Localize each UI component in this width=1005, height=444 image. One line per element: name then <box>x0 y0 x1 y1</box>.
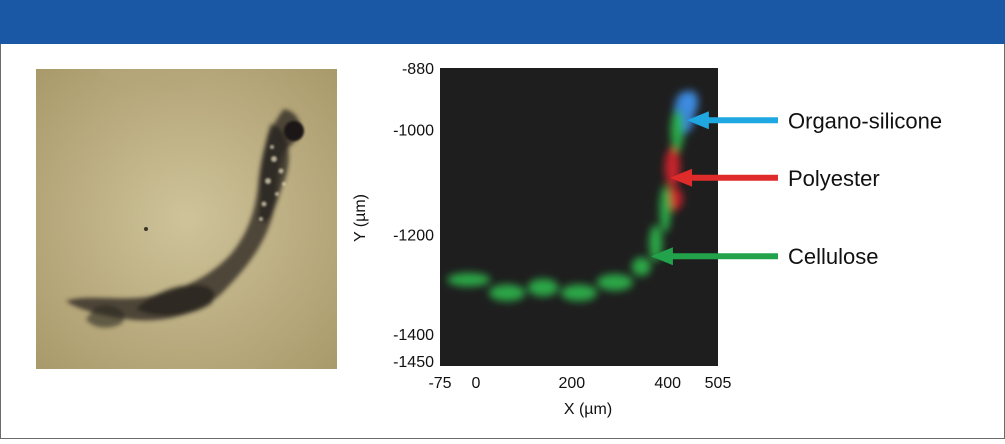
x-tick-label: 200 <box>558 375 585 392</box>
map-region-cellulose-6 <box>527 278 559 297</box>
arrow-head-organo-silicone <box>686 111 709 130</box>
y-tick-label: -1450 <box>393 354 434 371</box>
x-tick-label: 505 <box>705 375 732 392</box>
callout-label-cellulose: Cellulose <box>788 244 879 269</box>
map-region-cellulose-2 <box>648 224 663 262</box>
callout-label-organo-silicone: Organo-silicone <box>788 108 942 133</box>
x-tick-label: 400 <box>654 375 681 392</box>
map-region-cellulose-3 <box>631 257 651 277</box>
y-axis-ticks: -880 -1000 -1200 -1400 -1450 <box>393 61 434 371</box>
y-axis-label: Y (µm) <box>352 194 369 242</box>
x-tick-label: -75 <box>428 375 451 392</box>
x-axis-label: X (µm) <box>564 401 612 418</box>
map-region-cellulose-1 <box>659 185 672 233</box>
x-axis-ticks: -75 0 200 400 505 <box>428 375 731 392</box>
map-region-polyester-0 <box>664 147 681 188</box>
arrow-head-polyester <box>670 168 693 187</box>
map-region-cellulose-7 <box>488 284 526 302</box>
map-region-cellulose-0 <box>670 109 684 152</box>
y-tick-label: -880 <box>402 61 434 78</box>
y-tick-label: -1200 <box>393 227 434 244</box>
micrograph-image <box>36 69 337 369</box>
map-region-organo-silicone-1 <box>683 90 699 114</box>
arrow-head-cellulose <box>650 247 673 266</box>
header-bar <box>0 0 1005 44</box>
map-region-polyester-1 <box>667 187 683 211</box>
plot-area <box>440 68 718 366</box>
map-region-cellulose-8 <box>447 272 491 287</box>
callout-label-polyester: Polyester <box>788 166 880 191</box>
map-region-cellulose-4 <box>596 273 634 291</box>
map-region-cellulose-5 <box>560 284 598 302</box>
optical-micrograph <box>36 69 337 369</box>
y-tick-label: -1000 <box>393 123 434 140</box>
x-tick-label: 0 <box>471 375 480 392</box>
y-tick-label: -1400 <box>393 327 434 344</box>
callout-arrows <box>650 111 778 266</box>
callout-labels: Organo-silicone Polyester Cellulose <box>788 108 942 269</box>
